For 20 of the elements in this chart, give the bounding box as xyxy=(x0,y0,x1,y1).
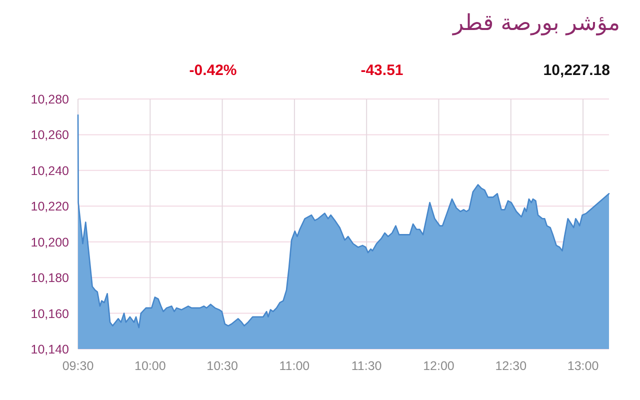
y-tick-label: 10,220 xyxy=(30,200,70,214)
x-tick-label: 10:00 xyxy=(134,359,166,373)
y-tick-label: 10,200 xyxy=(30,235,70,250)
text: 10,227.18 xyxy=(543,62,610,79)
x-tick-label: 11:30 xyxy=(351,359,382,373)
y-tick-label: 10,180 xyxy=(30,271,70,286)
y-tick-label: 10,260 xyxy=(30,128,70,142)
text: -0.42% xyxy=(189,62,237,79)
x-tick-label: 09:30 xyxy=(62,359,94,373)
y-tick-label: 10,140 xyxy=(30,342,70,356)
y-tick-label: 10,160 xyxy=(30,306,70,321)
x-tick-label: 10:30 xyxy=(206,359,238,373)
y-tick-label: 10,240 xyxy=(30,164,70,178)
y-tick-label: 10,280 xyxy=(30,92,70,106)
x-tick-label: 13:00 xyxy=(567,359,599,373)
chart-title: مؤشر بورصة قطر xyxy=(452,11,620,36)
text: -43.51 xyxy=(360,62,404,79)
x-tick-label: 12:00 xyxy=(423,359,454,373)
x-tick-label: 12:30 xyxy=(495,359,527,373)
x-tick-label: 11:00 xyxy=(279,359,310,373)
